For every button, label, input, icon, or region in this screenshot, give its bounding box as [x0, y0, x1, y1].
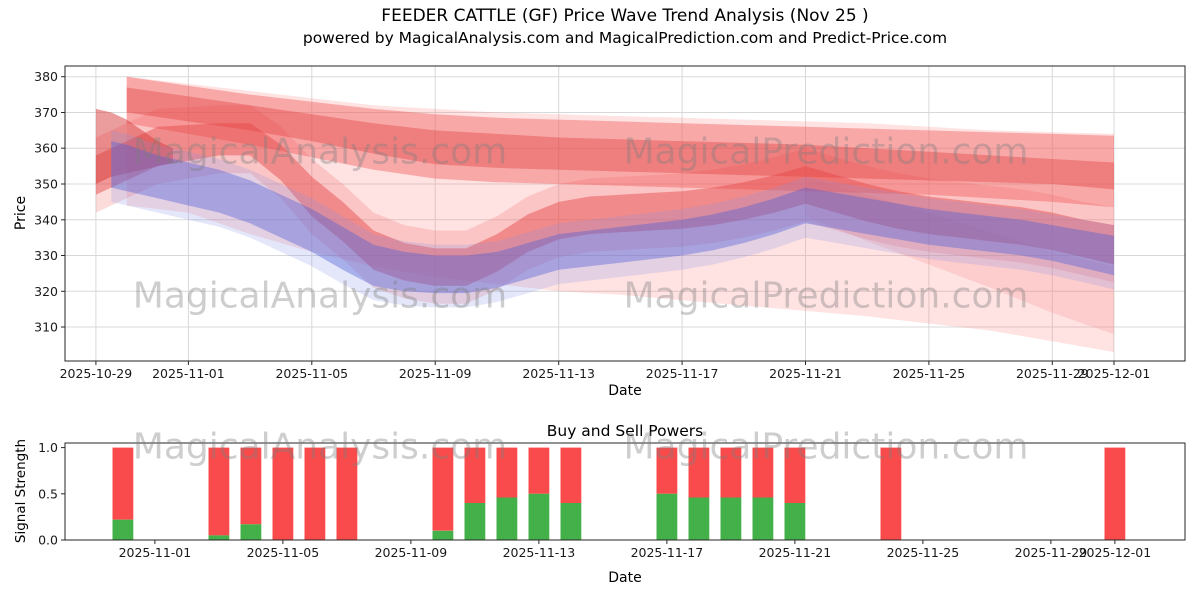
sell-bar [496, 447, 518, 498]
sell-bar [240, 447, 262, 525]
sell-bar [880, 447, 902, 540]
buy-bar [112, 519, 134, 540]
buy-bar [720, 497, 742, 540]
x-tick-label: 2025-11-17 [646, 366, 719, 381]
price-wave-trend-chart: 2025-10-29 2025-11-01 2025-11-05 2025-11-09… [34, 65, 1186, 381]
sell-bar [464, 447, 486, 503]
price-band-mid-band [95, 123, 1114, 286]
y-tick-label: 370 [34, 105, 58, 120]
y-tick-label: 340 [34, 212, 58, 227]
sell-bar [112, 447, 134, 520]
signal-chart-title: Buy and Sell Powers [546, 422, 704, 440]
buy-bar [752, 497, 774, 540]
x-tick-label: 2025-11-05 [275, 366, 348, 381]
buy-bar [496, 497, 518, 540]
sell-bar [528, 447, 550, 494]
buy-sell-powers-chart: 2025-11-01 2025-11-05 2025-11-09 2025-11-13… [38, 440, 1186, 560]
buy-bar [208, 535, 230, 540]
x-tick-label: 2025-11-25 [893, 366, 966, 381]
sell-bar [208, 447, 230, 536]
x-tick-label: 2025-11-09 [375, 545, 448, 560]
signal-strength-axis-label: Signal Strength [13, 438, 29, 544]
buy-bar [432, 530, 454, 540]
buy-bar [528, 493, 550, 540]
buy-bar [560, 503, 582, 540]
price-axis-label: Price [13, 195, 29, 231]
price-band-mid-fuzz [95, 105, 1114, 304]
x-tick-label: 2025-12-01 [1078, 366, 1151, 381]
x-tick-label: 2025-11-29 [1016, 366, 1089, 381]
price-band-blue-fuzz [111, 130, 1115, 308]
date-axis-label-top: Date [608, 383, 642, 399]
x-tick-label: 2025-12-01 [1079, 545, 1152, 560]
y-tick-label: 320 [34, 284, 58, 299]
buy-bar [688, 497, 710, 540]
y-tick-label: 310 [34, 320, 58, 335]
sell-bar [272, 447, 294, 540]
price-band-wide-fan [126, 76, 1114, 353]
x-tick-label: 2025-10-29 [60, 366, 133, 381]
price-band-blue-band [111, 141, 1115, 294]
x-tick-label: 2025-11-13 [503, 545, 576, 560]
x-tick-label: 2025-11-01 [119, 545, 192, 560]
x-tick-label: 2025-11-29 [1015, 545, 1088, 560]
y-tick-label: 380 [34, 69, 58, 84]
y-tick-label: 330 [34, 248, 58, 263]
sell-bar [656, 447, 678, 494]
y-tick-label: 1.0 [38, 440, 58, 455]
sell-bar [752, 447, 774, 498]
x-tick-label: 2025-11-05 [247, 545, 320, 560]
sell-bar [720, 447, 742, 498]
plot-border [64, 65, 1186, 362]
price-band-top-band [126, 76, 1114, 208]
x-tick-label: 2025-11-21 [769, 366, 842, 381]
sell-bar [304, 447, 326, 540]
sell-bar [336, 447, 358, 540]
x-tick-label: 2025-11-13 [522, 366, 595, 381]
x-tick-label: 2025-11-01 [152, 366, 225, 381]
x-tick-label: 2025-11-25 [887, 545, 960, 560]
buy-bar [464, 503, 486, 540]
sell-bar [1104, 447, 1126, 540]
date-axis-label-bottom: Date [608, 570, 642, 586]
buy-bar [784, 503, 806, 540]
y-tick-label: 350 [34, 177, 58, 192]
buy-bar [656, 493, 678, 540]
buy-bar [240, 524, 262, 540]
price-band-top-core [126, 87, 1114, 190]
x-tick-label: 2025-11-17 [631, 545, 704, 560]
sell-bar [432, 447, 454, 531]
y-tick-label: 360 [34, 141, 58, 156]
plot-border [64, 442, 1186, 541]
x-tick-label: 2025-11-21 [759, 545, 832, 560]
y-tick-label: 0.5 [38, 486, 58, 501]
chart-title: FEEDER CATTLE (GF) Price Wave Trend Anal… [381, 6, 869, 26]
x-tick-label: 2025-11-09 [399, 366, 472, 381]
sell-bar [560, 447, 582, 503]
price-band-right-fan [805, 176, 1114, 335]
price-band-left-blob [95, 108, 173, 184]
y-tick-label: 0.0 [38, 533, 58, 548]
sell-bar [688, 447, 710, 498]
sell-bar [784, 447, 806, 503]
chart-subtitle: powered by MagicalAnalysis.com and Magic… [302, 29, 948, 47]
